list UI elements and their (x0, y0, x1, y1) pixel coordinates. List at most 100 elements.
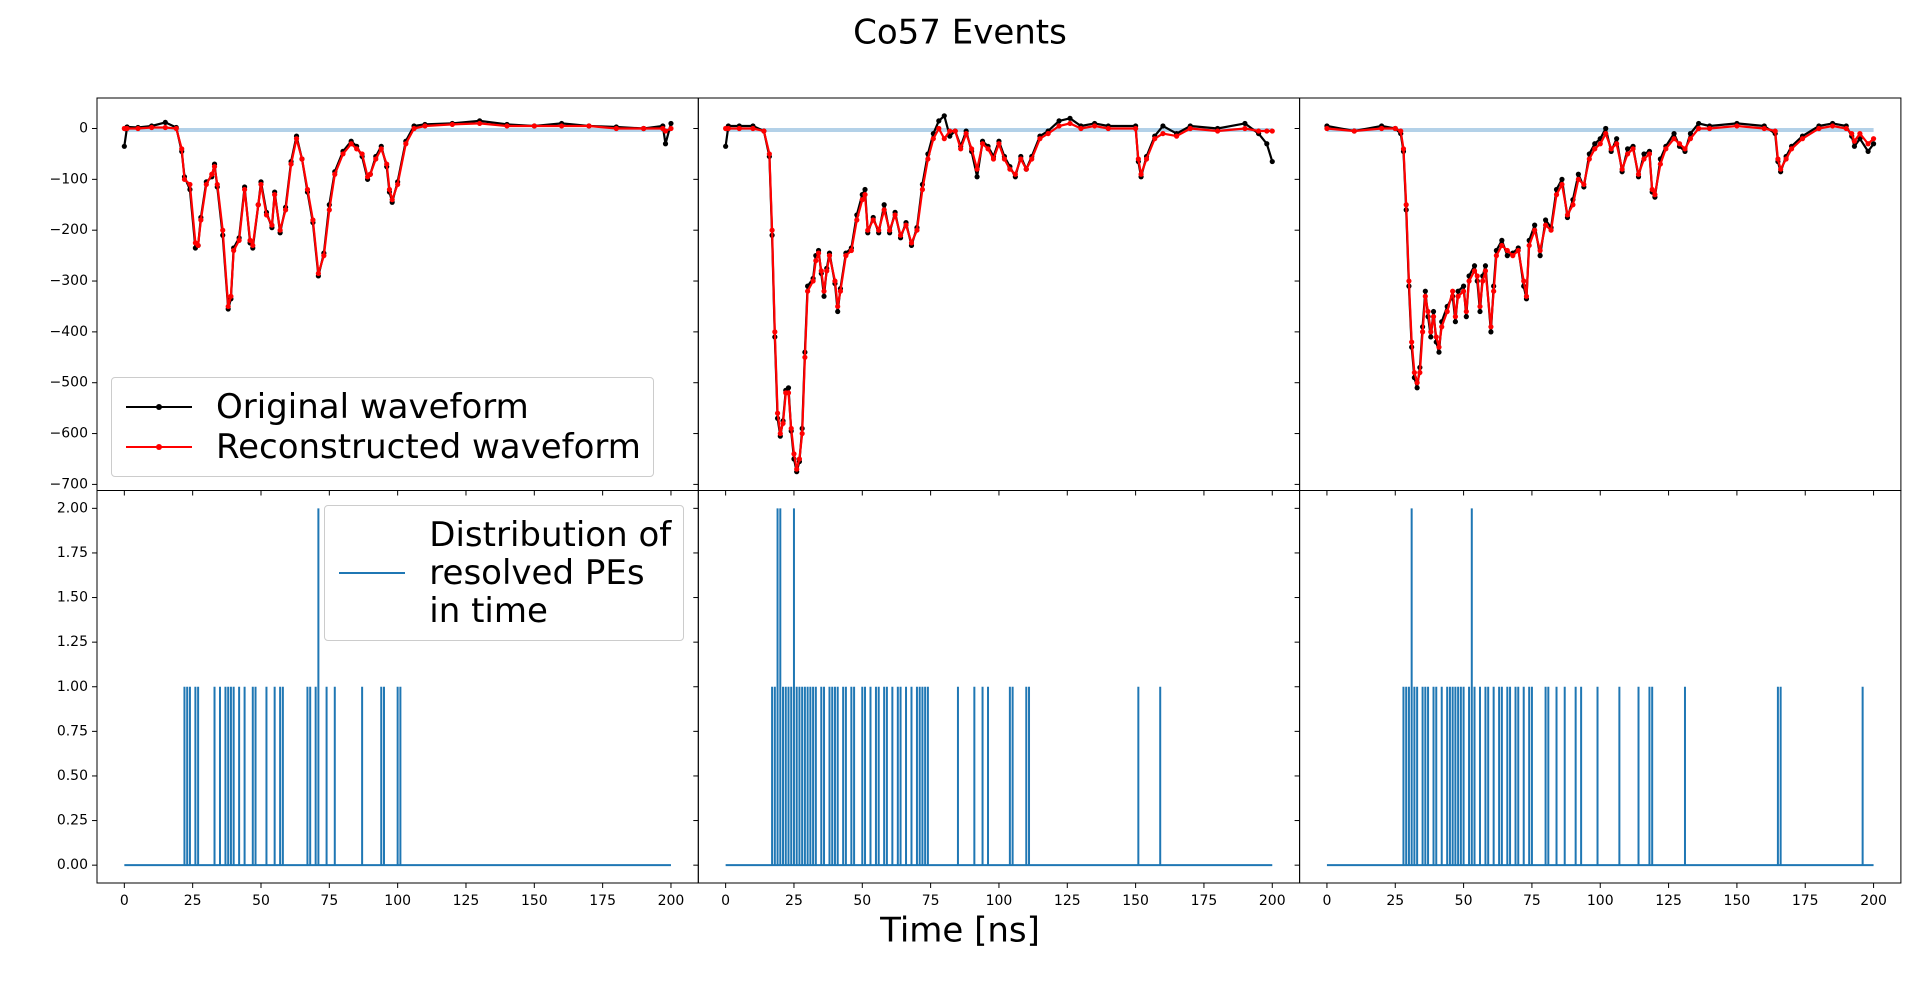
panel (693, 97, 1301, 496)
waveform-point (1463, 314, 1469, 320)
waveform-point (449, 121, 455, 128)
waveform-point (854, 217, 860, 223)
waveform-point (1624, 146, 1631, 152)
waveform-point (1135, 156, 1141, 162)
waveform-point (1422, 288, 1428, 294)
x-tick-label: 175 (1191, 893, 1218, 909)
y-tick-label: 0.50 (57, 768, 88, 784)
waveform-point (1414, 380, 1420, 386)
waveform-point (848, 247, 854, 254)
waveform-point (263, 212, 270, 218)
waveform-point (1570, 202, 1576, 208)
waveform-point (378, 146, 384, 152)
x-tick-label: 75 (320, 893, 338, 909)
waveform-point (1029, 156, 1035, 162)
waveform-point (310, 217, 316, 223)
waveform-point (1023, 166, 1029, 172)
waveform-point (1816, 125, 1822, 132)
waveform-point (228, 293, 234, 299)
waveform-point (1586, 156, 1592, 162)
legend: Distribution of resolved PEs in time (324, 504, 685, 641)
waveform-point (1671, 130, 1677, 137)
waveform-point (1428, 329, 1434, 335)
waveform-point (1775, 156, 1781, 162)
waveform-point (1460, 288, 1467, 294)
y-tick-label: 1.00 (57, 679, 88, 695)
waveform-point (258, 181, 264, 188)
waveform-point (1865, 141, 1871, 147)
waveform-point (1092, 123, 1098, 129)
x-tick-label: 175 (589, 893, 616, 909)
y-tick-label: 1.25 (57, 634, 88, 650)
y-tick-label: 0.00 (57, 857, 88, 873)
waveform-point (1242, 120, 1248, 127)
x-tick-label: 25 (785, 893, 803, 909)
waveform-point (395, 181, 401, 188)
waveform-point (332, 171, 338, 177)
waveform-point (121, 143, 127, 149)
x-tick-label: 25 (184, 893, 202, 909)
waveform-point (149, 124, 155, 131)
waveform-point (1269, 158, 1275, 165)
waveform-point (1687, 130, 1694, 137)
panel: 0 25 50 75 100 125 150 175 200 (693, 490, 1301, 909)
waveform-point (870, 217, 876, 223)
waveform-point (1851, 138, 1858, 144)
waveform-point (299, 156, 305, 162)
x-tick-label: 200 (1259, 893, 1286, 909)
waveform-point (250, 242, 256, 249)
waveform-point (750, 125, 756, 132)
waveform-point (777, 430, 783, 437)
waveform-line (1326, 124, 1875, 384)
waveform-point (173, 125, 179, 132)
waveform-point (1409, 339, 1415, 345)
waveform-point (1734, 123, 1740, 129)
waveform-point (1138, 171, 1144, 177)
waveform-point (241, 186, 248, 193)
waveform-point (785, 385, 792, 391)
waveform-point (843, 253, 849, 259)
waveform-point (1870, 136, 1877, 142)
waveform-point (225, 303, 231, 310)
waveform-point (211, 164, 218, 170)
waveform-point (892, 212, 898, 218)
waveform-point (1799, 136, 1806, 142)
waveform-point (1676, 141, 1683, 147)
waveform-point (805, 288, 811, 294)
waveform-point (1018, 156, 1024, 162)
waveform-point (1463, 308, 1469, 315)
waveform-point (1649, 186, 1655, 193)
x-tick-label: 125 (1655, 893, 1682, 909)
waveform-point (1450, 288, 1456, 294)
y-tick-label: −700 (50, 476, 88, 492)
waveform-point (209, 171, 215, 177)
y-tick-label: −300 (50, 273, 88, 289)
waveform-point (1504, 247, 1510, 254)
waveform-point (1455, 293, 1461, 299)
waveform-point (1548, 227, 1554, 233)
waveform-point (1411, 369, 1417, 376)
legend-label: Distribution of resolved PEs in time (429, 514, 672, 631)
waveform-point (282, 207, 289, 213)
waveform-point (936, 125, 942, 132)
waveform-point (613, 125, 619, 132)
waveform-point (187, 181, 193, 188)
waveform-point (1635, 171, 1642, 177)
waveform-point (236, 237, 242, 243)
y-tick-label: 1.50 (57, 590, 88, 606)
waveform-point (1687, 136, 1694, 142)
waveform-point (1575, 171, 1581, 177)
y-tick-label: 0 (79, 121, 88, 137)
waveform-point (1682, 146, 1688, 152)
waveform-point (835, 303, 841, 310)
x-tick-label: 100 (1587, 893, 1614, 909)
waveform-point (662, 141, 669, 147)
waveform-point (1614, 141, 1620, 147)
waveform-point (288, 161, 294, 167)
waveform-point (952, 128, 958, 134)
waveform-point (354, 146, 360, 152)
waveform-point (641, 125, 647, 132)
waveform-point (1430, 314, 1437, 320)
waveform-point (386, 186, 393, 193)
